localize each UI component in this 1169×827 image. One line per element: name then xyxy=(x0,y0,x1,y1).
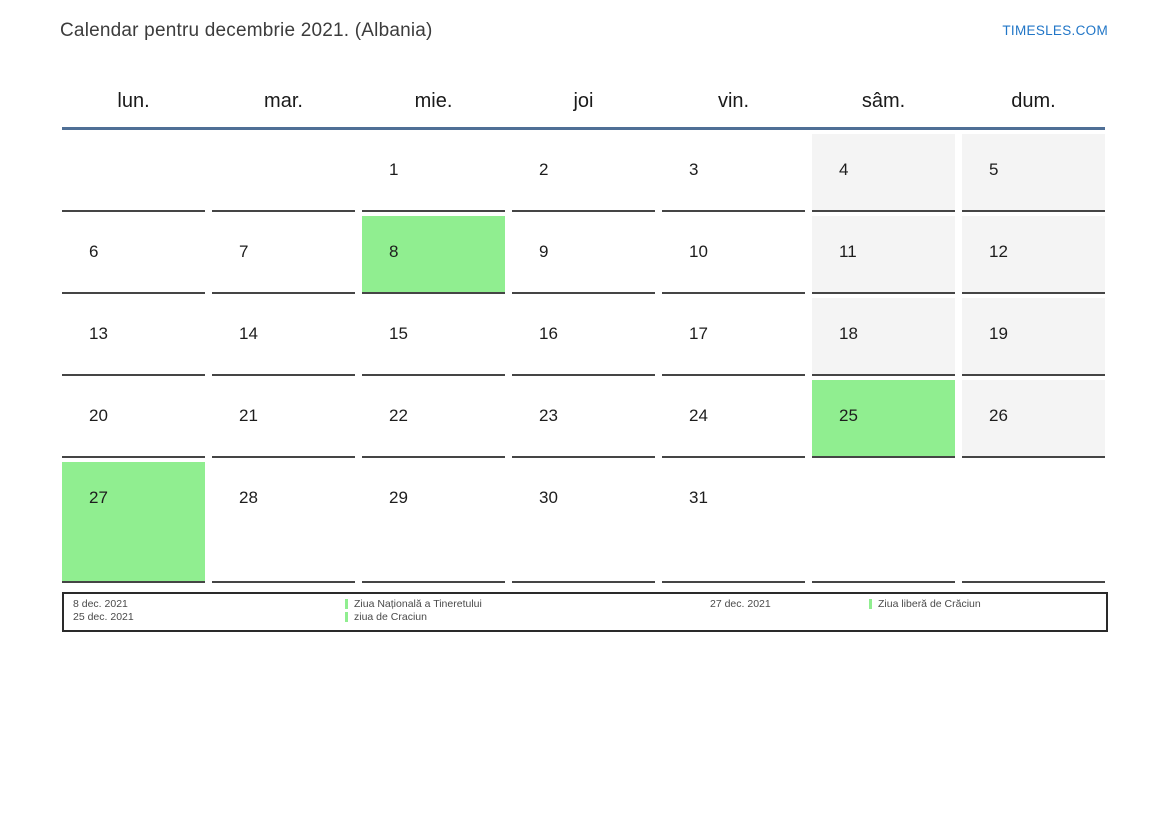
calendar-day-cell: 15 xyxy=(362,298,505,376)
calendar-empty-cell xyxy=(212,134,355,212)
legend-dates: 27 dec. 2021 xyxy=(697,598,869,611)
calendar-day-cell: 8 xyxy=(362,216,505,294)
weekday-header: mie. xyxy=(414,89,453,112)
day-number: 8 xyxy=(389,242,399,261)
calendar-day-cell: 5 xyxy=(962,134,1105,212)
legend-box: 8 dec. 2021 25 dec. 2021 Ziua Națională a … xyxy=(62,592,1108,632)
day-number: 30 xyxy=(539,488,558,507)
day-number: 15 xyxy=(389,324,408,343)
day-number: 16 xyxy=(539,324,558,343)
calendar-day-cell: 21 xyxy=(212,380,355,458)
calendar-day-cell: 10 xyxy=(662,216,805,294)
calendar-day-cell: 4 xyxy=(812,134,955,212)
day-number: 23 xyxy=(539,406,558,425)
day-number: 10 xyxy=(689,242,708,261)
day-number: 28 xyxy=(239,488,258,507)
calendar-empty-cell xyxy=(962,462,1105,583)
calendar-day-cell: 30 xyxy=(512,462,655,583)
day-number: 19 xyxy=(989,324,1008,343)
legend-holiday-label: Ziua liberă de Crăciun xyxy=(878,598,981,610)
calendar-day-cell: 28 xyxy=(212,462,355,583)
calendar-day-cell: 19 xyxy=(962,298,1105,376)
site-link[interactable]: TIMESLES.COM xyxy=(1002,23,1108,38)
day-number: 6 xyxy=(89,242,99,261)
calendar-day-cell: 20 xyxy=(62,380,205,458)
calendar-day-cell: 13 xyxy=(62,298,205,376)
calendar-day-cell: 14 xyxy=(212,298,355,376)
day-number: 13 xyxy=(89,324,108,343)
calendar-day-cell: 9 xyxy=(512,216,655,294)
calendar-day-cell: 18 xyxy=(812,298,955,376)
legend-dates: 8 dec. 2021 25 dec. 2021 xyxy=(64,598,345,623)
legend-holidays: Ziua Națională a Tineretului ziua de Crac… xyxy=(345,598,697,623)
page-title: Calendar pentru decembrie 2021. (Albania… xyxy=(60,20,433,41)
day-number: 26 xyxy=(989,406,1008,425)
legend-date: 27 dec. 2021 xyxy=(710,598,771,610)
day-number: 20 xyxy=(89,406,108,425)
calendar-day-cell: 7 xyxy=(212,216,355,294)
header-divider xyxy=(62,127,1105,130)
day-number: 11 xyxy=(839,242,857,261)
day-number: 2 xyxy=(539,160,549,179)
calendar-day-cell: 23 xyxy=(512,380,655,458)
calendar-day-cell: 31 xyxy=(662,462,805,583)
calendar-day-cell: 11 xyxy=(812,216,955,294)
calendar-day-cell: 3 xyxy=(662,134,805,212)
calendar-grid: 1 2 3 4 5 6 7 8 9 10 11 12 13 14 15 16 17 18 19 20 21 22 23 24 2… xyxy=(62,134,1105,583)
day-number: 4 xyxy=(839,160,849,179)
day-number: 31 xyxy=(689,488,708,507)
day-number: 14 xyxy=(239,324,258,343)
day-number: 22 xyxy=(389,406,408,425)
legend-holiday-label: ziua de Craciun xyxy=(354,610,427,623)
weekday-header: sâm. xyxy=(861,89,906,112)
day-number: 5 xyxy=(989,160,999,179)
holiday-marker-icon xyxy=(345,611,348,622)
calendar-day-cell: 16 xyxy=(512,298,655,376)
holiday-marker-icon xyxy=(345,599,348,610)
day-number: 29 xyxy=(389,488,408,507)
weekday-header: dum. xyxy=(1011,89,1056,112)
day-number: 24 xyxy=(689,406,708,425)
day-number: 17 xyxy=(689,324,708,343)
legend-holiday: Ziua Națională a Tineretului xyxy=(345,598,697,611)
day-number: 18 xyxy=(839,324,858,343)
legend-holiday: ziua de Craciun xyxy=(345,611,697,624)
calendar-day-cell: 29 xyxy=(362,462,505,583)
legend-holiday: Ziua liberă de Crăciun xyxy=(869,598,981,611)
legend-date: 25 dec. 2021 xyxy=(73,610,134,623)
calendar-day-cell: 24 xyxy=(662,380,805,458)
calendar: lun. mar. mie. joi vin. sâm. dum. 1 2 3 4 5 6 7 8 9 10 1… xyxy=(62,75,1105,583)
weekday-header: joi xyxy=(573,89,594,112)
day-number: 27 xyxy=(89,488,108,507)
calendar-empty-cell xyxy=(62,134,205,212)
legend-holiday-label: Ziua Națională a Tineretului xyxy=(354,598,482,610)
calendar-day-cell: 27 xyxy=(62,462,205,583)
calendar-day-cell: 2 xyxy=(512,134,655,212)
calendar-day-cell: 12 xyxy=(962,216,1105,294)
calendar-day-cell: 26 xyxy=(962,380,1105,458)
calendar-day-cell: 6 xyxy=(62,216,205,294)
calendar-day-cell: 1 xyxy=(362,134,505,212)
calendar-day-cell: 17 xyxy=(662,298,805,376)
topbar: Calendar pentru decembrie 2021. (Albania… xyxy=(60,20,1108,42)
legend-date: 8 dec. 2021 xyxy=(73,598,128,610)
day-number: 3 xyxy=(689,160,699,179)
day-number: 7 xyxy=(239,242,249,261)
holiday-marker-icon xyxy=(869,599,872,610)
calendar-day-cell: 25 xyxy=(812,380,955,458)
weekday-header: vin. xyxy=(717,89,750,112)
weekday-header: mar. xyxy=(264,89,303,112)
calendar-day-cell: 22 xyxy=(362,380,505,458)
day-number: 9 xyxy=(539,242,549,261)
day-number: 1 xyxy=(389,160,399,179)
calendar-empty-cell xyxy=(812,462,955,583)
day-number: 21 xyxy=(239,406,258,425)
day-number: 25 xyxy=(839,406,858,425)
weekday-header: lun. xyxy=(117,89,150,112)
day-number: 12 xyxy=(989,242,1008,261)
legend-holidays: Ziua liberă de Crăciun xyxy=(869,598,981,611)
weekday-header-row: lun. mar. mie. joi vin. sâm. dum. xyxy=(62,75,1105,127)
